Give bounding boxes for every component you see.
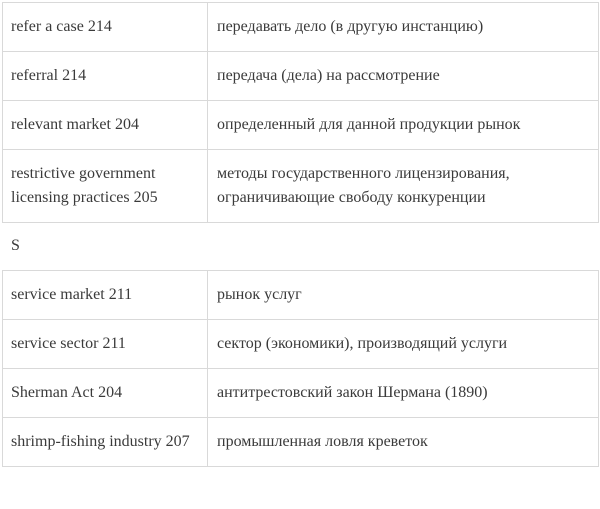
term-cell: shrimp-fishing industry 207 [2,417,208,467]
glossary-table-r: refer a case 214 передавать дело (в друг… [2,2,599,223]
definition-cell: методы государственного лицензирования, … [207,149,599,223]
section-letter: S [11,237,20,254]
term-cell: referral 214 [2,51,208,101]
definition-cell: сектор (экономики), производящий услуги [207,319,599,369]
term-cell: relevant market 204 [2,100,208,150]
term-cell: Sherman Act 204 [2,368,208,418]
glossary-row: Sherman Act 204 антитрестовский закон Ше… [2,368,599,418]
definition-cell: промышленная ловля креветок [207,417,599,467]
glossary-row: restrictive government licensing practic… [2,149,599,223]
definition-cell: рынок услуг [207,270,599,320]
glossary-row: relevant market 204 определенный для дан… [2,100,599,150]
glossary-table-s: service market 211 рынок услуг service s… [2,270,599,467]
glossary-row: shrimp-fishing industry 207 промышленная… [2,417,599,467]
definition-cell: передача (дела) на рассмотрение [207,51,599,101]
term-cell: refer a case 214 [2,2,208,52]
definition-cell: определенный для данной продукции рынок [207,100,599,150]
term-cell: service market 211 [2,270,208,320]
term-cell: service sector 211 [2,319,208,369]
glossary-row: service market 211 рынок услуг [2,270,599,320]
definition-cell: передавать дело (в другую инстанцию) [207,2,599,52]
definition-cell: антитрестовский закон Шермана (1890) [207,368,599,418]
glossary-row: referral 214 передача (дела) на рассмотр… [2,51,599,101]
glossary-row: refer a case 214 передавать дело (в друг… [2,2,599,52]
term-cell: restrictive government licensing practic… [2,149,208,223]
glossary-row: service sector 211 сектор (экономики), п… [2,319,599,369]
